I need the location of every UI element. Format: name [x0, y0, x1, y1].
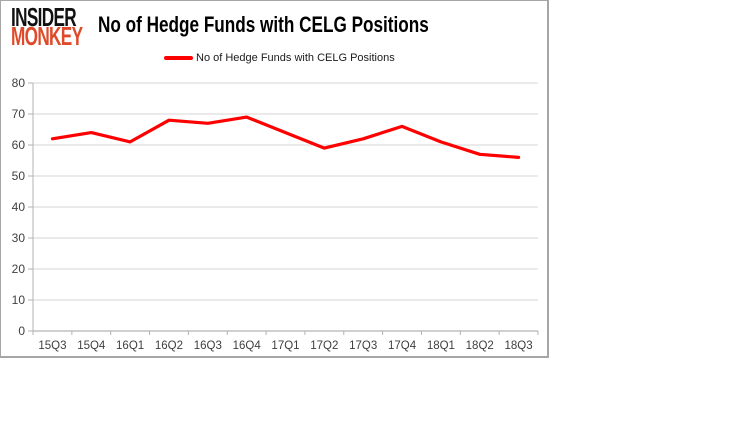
x-tick-label: 18Q1: [427, 340, 455, 352]
x-tick-label: 17Q3: [349, 340, 377, 352]
x-tick-label: 15Q3: [38, 340, 66, 352]
chart-frame: 0 10 20 30 40 50 60 70 80 15Q3 15Q4 16Q1 16Q2 16Q3 16Q…: [0, 0, 549, 358]
x-tick-label: 17Q2: [310, 340, 338, 352]
y-tick-label: 10: [12, 293, 26, 307]
legend: No of Hedge Funds with CELG Positions: [164, 52, 395, 64]
y-tick-label: 60: [12, 138, 26, 152]
x-tick-label: 18Q2: [466, 340, 494, 352]
x-tick-label: 16Q3: [194, 340, 222, 352]
x-tick-label: 16Q1: [116, 340, 144, 352]
y-tick-label: 30: [12, 231, 26, 245]
insider-monkey-logo: INSIDER MONKEY: [11, 2, 119, 51]
y-tick-label: 40: [12, 200, 26, 214]
y-tick-label: 0: [18, 324, 25, 338]
x-tick-label: 16Q2: [155, 340, 183, 352]
y-tick-label: 70: [12, 107, 26, 121]
series-line: [50, 115, 521, 159]
x-tick-label: 16Q4: [233, 340, 262, 352]
legend-label: No of Hedge Funds with CELG Positions: [196, 52, 395, 64]
line-chart-plot: 0 10 20 30 40 50 60 70 80 15Q3 15Q4 16Q1 16Q2 16Q3 16Q…: [12, 76, 539, 352]
logo-word-monkey: MONKEY: [11, 21, 83, 51]
x-tick-label: 17Q4: [388, 340, 417, 352]
y-tick-label: 20: [12, 262, 26, 276]
chart-title: No of Hedge Funds with CELG Positions: [98, 12, 429, 37]
y-tick-label: 80: [12, 76, 26, 90]
x-tick-label: 17Q1: [271, 340, 299, 352]
x-tick-label: 18Q3: [505, 340, 533, 352]
legend-line-swatch: [164, 56, 193, 60]
y-tick-label: 50: [12, 169, 26, 183]
x-tick-label: 15Q4: [77, 340, 106, 352]
logo-word-insider: INSIDER: [11, 2, 77, 32]
